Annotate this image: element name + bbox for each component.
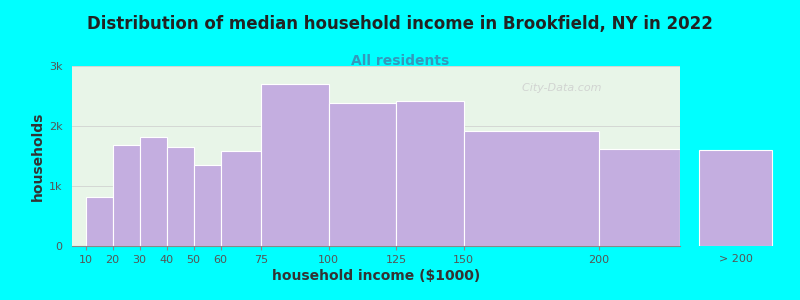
Bar [221, 151, 261, 246]
Bar [396, 101, 464, 246]
Bar [680, 150, 800, 246]
Bar [699, 150, 773, 246]
Text: City-Data.com: City-Data.com [515, 82, 602, 93]
Bar [599, 149, 680, 246]
Bar [329, 103, 396, 246]
Bar [194, 165, 221, 246]
Text: All residents: All residents [351, 54, 449, 68]
X-axis label: household income ($1000): household income ($1000) [272, 269, 480, 283]
Text: Distribution of median household income in Brookfield, NY in 2022: Distribution of median household income … [87, 15, 713, 33]
Bar [464, 131, 599, 246]
Bar [113, 145, 139, 246]
Text: > 200: > 200 [718, 254, 753, 263]
Bar [166, 147, 194, 246]
Bar [139, 137, 166, 246]
Bar [86, 197, 113, 246]
Bar [261, 84, 329, 246]
Y-axis label: households: households [30, 111, 45, 201]
